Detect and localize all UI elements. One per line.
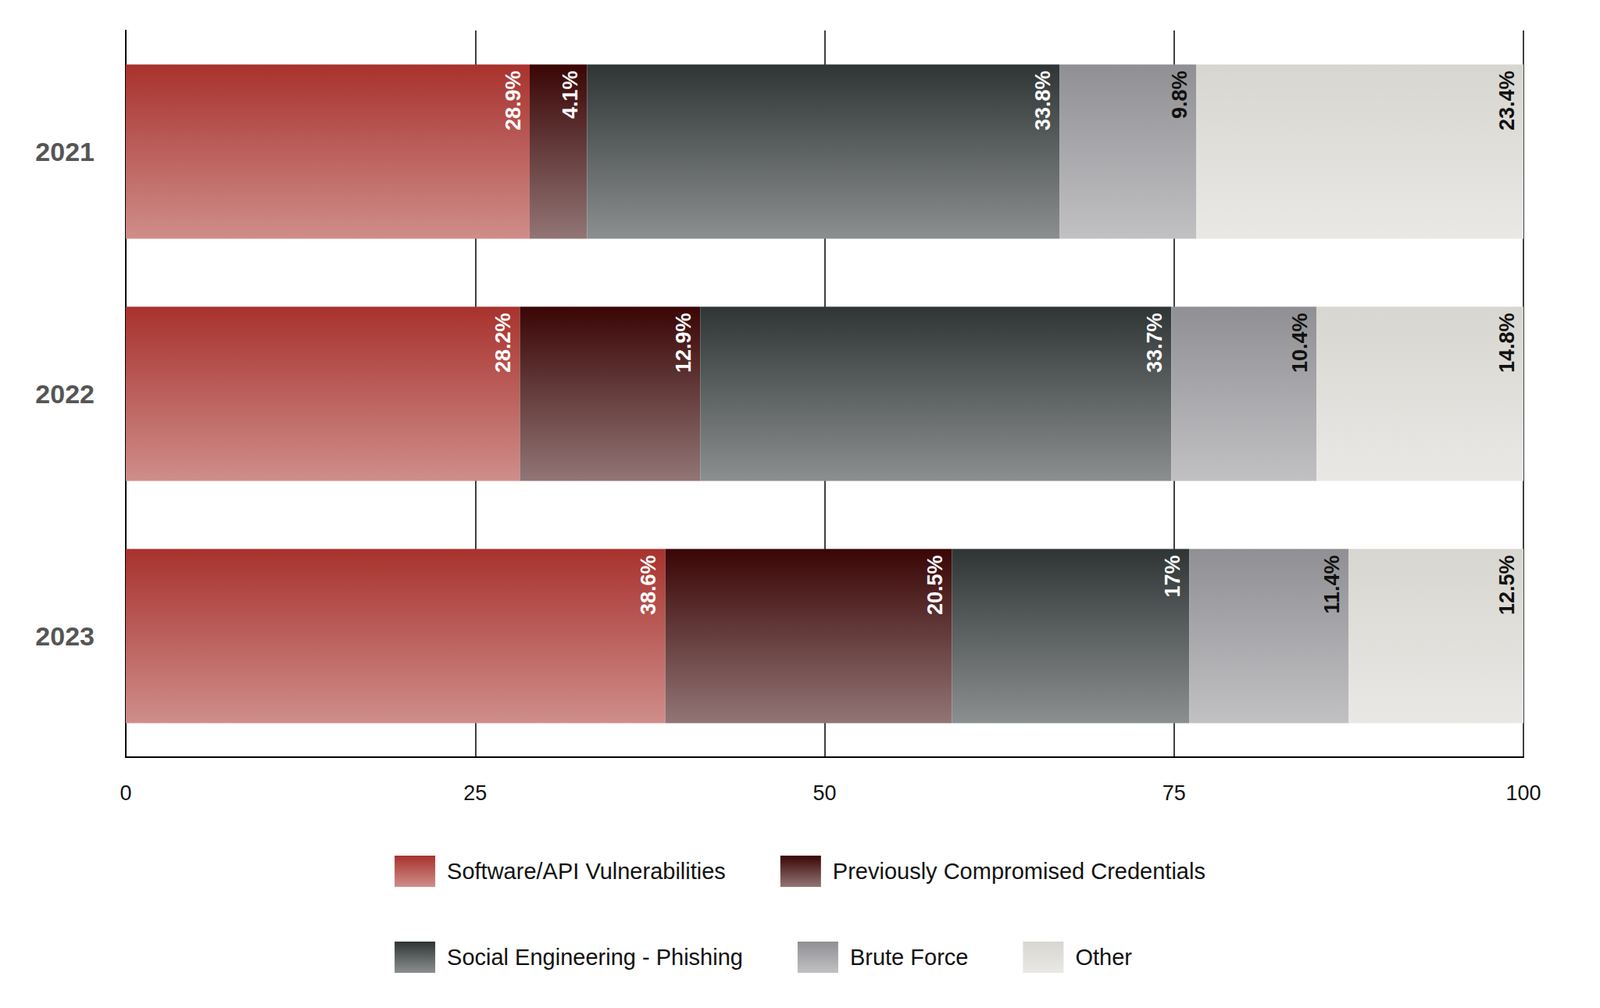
svg-text:10.4%: 10.4% xyxy=(1288,312,1312,373)
svg-text:23.4%: 23.4% xyxy=(1495,70,1519,131)
svg-text:38.6%: 38.6% xyxy=(636,554,661,615)
svg-text:2023: 2023 xyxy=(35,621,95,651)
svg-text:12.9%: 12.9% xyxy=(671,312,696,373)
svg-text:11.4%: 11.4% xyxy=(1320,554,1344,614)
svg-text:17%: 17% xyxy=(1160,554,1185,597)
svg-text:33.7%: 33.7% xyxy=(1142,312,1167,373)
svg-text:Brute Force: Brute Force xyxy=(850,944,969,970)
svg-text:Software/API Vulnerabilities: Software/API Vulnerabilities xyxy=(446,858,726,884)
svg-text:20.5%: 20.5% xyxy=(923,554,947,615)
svg-text:Previously Compromised Credent: Previously Compromised Credentials xyxy=(832,858,1206,884)
svg-text:28.2%: 28.2% xyxy=(491,312,515,373)
svg-text:2022: 2022 xyxy=(35,378,95,409)
svg-text:33.8%: 33.8% xyxy=(1031,70,1055,131)
svg-text:75: 75 xyxy=(1162,781,1186,805)
svg-text:12.5%: 12.5% xyxy=(1495,554,1519,615)
svg-text:2021: 2021 xyxy=(35,136,95,167)
svg-text:9.8%: 9.8% xyxy=(1167,70,1192,119)
svg-text:25: 25 xyxy=(463,781,487,805)
svg-text:Social Engineering - Phishing: Social Engineering - Phishing xyxy=(446,944,743,970)
svg-text:100: 100 xyxy=(1505,781,1541,805)
svg-text:50: 50 xyxy=(812,781,836,805)
svg-text:28.9%: 28.9% xyxy=(501,70,525,131)
svg-text:4.1%: 4.1% xyxy=(558,70,583,119)
svg-text:Other: Other xyxy=(1075,944,1133,970)
svg-text:14.8%: 14.8% xyxy=(1495,312,1519,373)
svg-text:0: 0 xyxy=(119,781,132,805)
